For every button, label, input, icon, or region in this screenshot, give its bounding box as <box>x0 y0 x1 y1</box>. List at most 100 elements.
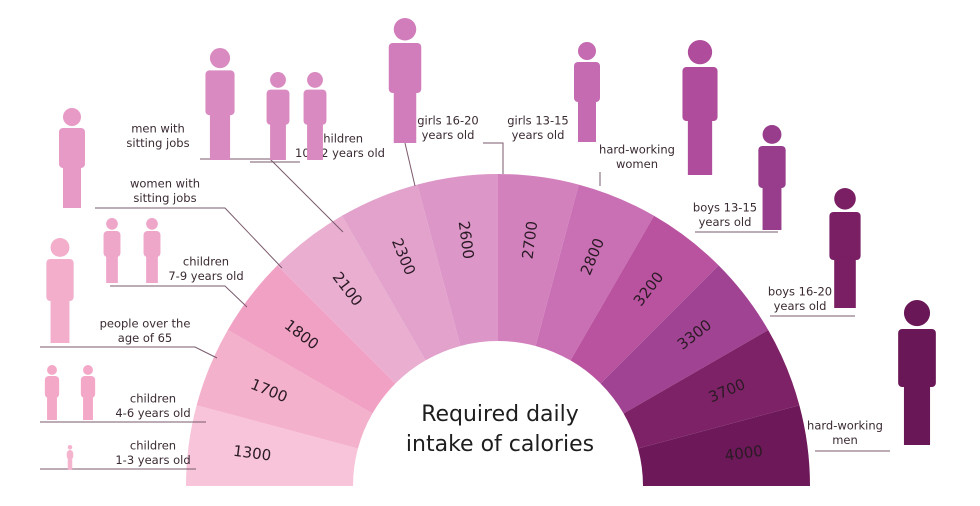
legs <box>209 112 231 160</box>
head <box>209 48 231 69</box>
segment <box>498 174 579 346</box>
head <box>393 18 417 41</box>
label: girls 16-20 <box>417 114 478 128</box>
person-icon <box>205 48 235 160</box>
legs <box>63 166 81 208</box>
label: boys 13-15 <box>693 201 757 215</box>
body <box>80 376 96 398</box>
label: 7-9 years old <box>168 269 243 283</box>
label: women with <box>130 177 200 191</box>
body <box>898 329 936 387</box>
label: men <box>832 433 858 447</box>
person-icon <box>682 40 718 175</box>
label: 4-6 years old <box>115 406 190 420</box>
head <box>63 108 81 126</box>
body <box>44 376 60 398</box>
segment <box>186 405 358 486</box>
legs <box>270 123 286 160</box>
label: children <box>130 439 176 453</box>
person-icon <box>266 72 290 160</box>
legs <box>307 123 323 160</box>
person-icon <box>143 218 161 283</box>
person-icon <box>46 238 74 343</box>
label: age of 65 <box>118 331 172 345</box>
label: 1-3 years old <box>115 453 190 467</box>
head <box>903 300 931 327</box>
person-icon <box>103 218 121 283</box>
person-icon <box>574 42 600 142</box>
body <box>266 89 290 125</box>
legs <box>762 185 782 230</box>
person-icon <box>59 108 85 208</box>
person-icon <box>829 188 861 308</box>
label: children <box>317 132 363 146</box>
label: years old <box>422 128 475 142</box>
person-icon <box>80 365 96 420</box>
segment <box>570 215 719 384</box>
body <box>574 62 600 102</box>
legs <box>834 257 856 308</box>
label: years old <box>699 215 752 229</box>
head <box>47 365 57 375</box>
body <box>205 70 235 116</box>
person-icon <box>66 445 74 470</box>
body <box>66 450 74 460</box>
label: children <box>183 255 229 269</box>
body <box>303 89 327 125</box>
segment-value: 2700 <box>518 220 541 260</box>
label: sitting jobs <box>133 191 196 205</box>
segment-value: 4000 <box>724 442 764 465</box>
legs <box>578 100 596 142</box>
body <box>103 231 121 257</box>
label: children <box>130 392 176 406</box>
legs <box>903 384 931 445</box>
segment <box>227 265 396 414</box>
head <box>270 72 286 88</box>
person-icon <box>898 300 936 445</box>
head <box>50 238 70 257</box>
body <box>682 67 718 121</box>
legs <box>106 255 118 283</box>
segment <box>535 184 654 361</box>
segment <box>342 184 461 361</box>
legs <box>687 118 713 175</box>
legs <box>47 396 57 420</box>
segment <box>600 265 769 414</box>
head <box>578 42 596 60</box>
title-line: Required daily <box>421 402 579 427</box>
segment <box>623 330 800 449</box>
person-icon <box>758 125 786 230</box>
segment <box>196 330 373 449</box>
head <box>67 445 73 450</box>
label: years old <box>512 128 565 142</box>
head <box>687 40 713 65</box>
person-icon <box>388 18 422 143</box>
head <box>83 365 93 375</box>
legs <box>146 255 158 283</box>
body <box>758 146 786 188</box>
body <box>388 43 422 93</box>
leader-line <box>404 142 416 187</box>
segment <box>638 405 811 486</box>
label: hard-working <box>599 143 675 157</box>
legs <box>83 396 93 420</box>
label: sitting jobs <box>126 136 189 150</box>
head <box>146 218 158 230</box>
person-icon <box>303 72 327 160</box>
legs <box>393 90 417 143</box>
segment-value: 2600 <box>455 220 478 260</box>
legs <box>67 459 73 470</box>
leader-line <box>40 346 218 359</box>
label: women <box>616 157 658 171</box>
leader-line <box>95 207 283 269</box>
head <box>834 188 856 210</box>
segment <box>277 215 426 384</box>
label: girls 13-15 <box>507 114 568 128</box>
leader-line <box>200 158 344 233</box>
segment-value: 1300 <box>232 442 272 465</box>
label: people over the <box>100 317 191 331</box>
head <box>307 72 323 88</box>
